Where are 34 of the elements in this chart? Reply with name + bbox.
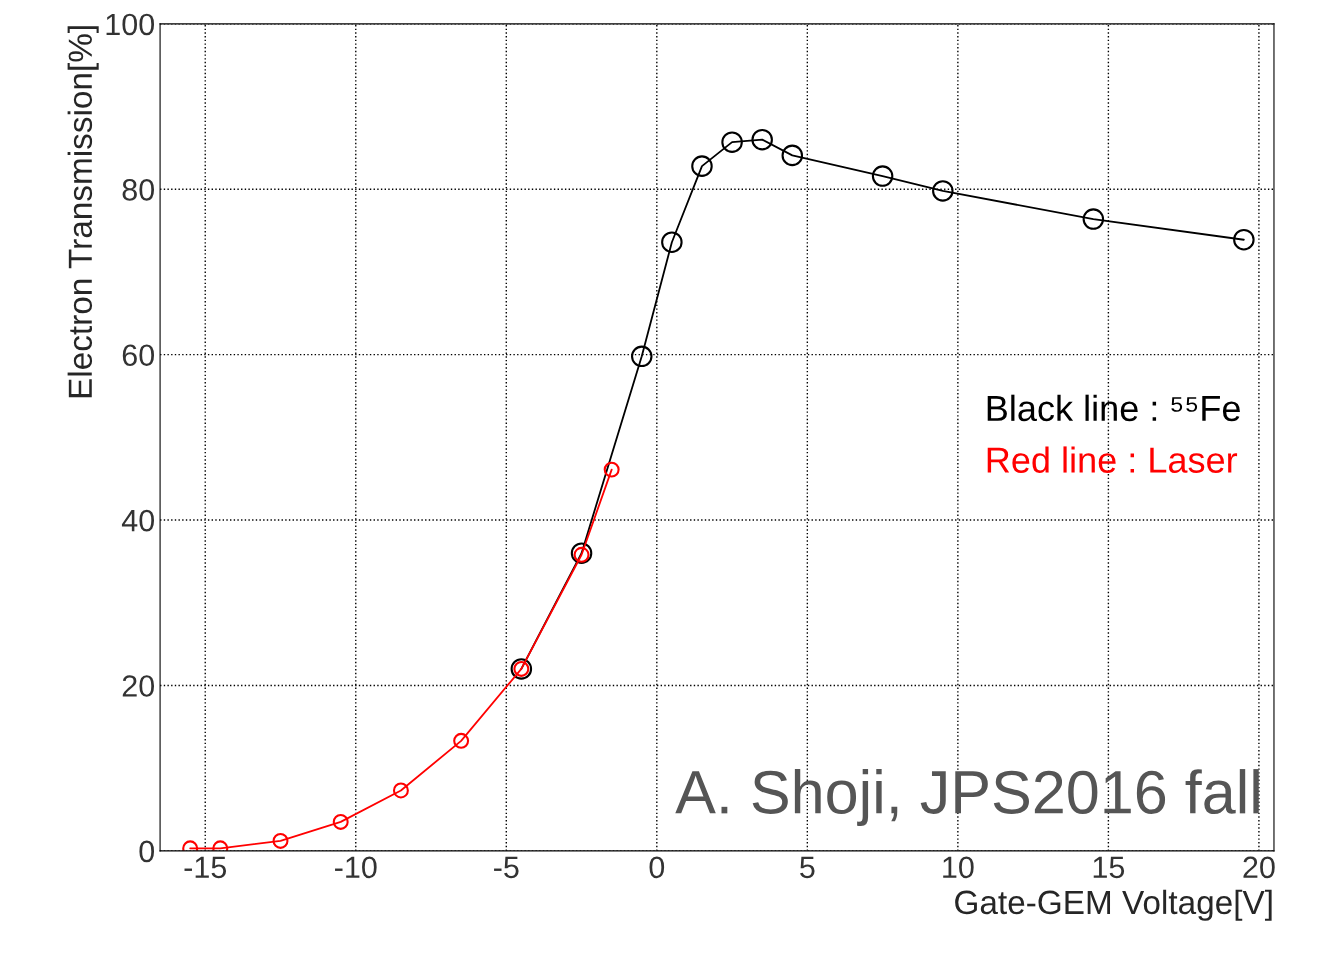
x-tick-label: 0 bbox=[649, 856, 665, 879]
point bbox=[603, 461, 620, 478]
y-tick-label: 0 bbox=[139, 840, 155, 863]
x-tick-label: 15 bbox=[1093, 856, 1125, 879]
point bbox=[691, 155, 713, 177]
point bbox=[751, 128, 773, 151]
point bbox=[392, 782, 409, 799]
y-tick-label: 40 bbox=[121, 509, 155, 532]
point bbox=[661, 231, 683, 253]
text: Black line : ⁵⁵Fe bbox=[987, 394, 1240, 422]
y-tick-label: 100 bbox=[106, 13, 155, 36]
x-tick-label: -5 bbox=[494, 856, 519, 879]
x-axis-title: Gate-GEM Voltage[V] bbox=[955, 889, 1272, 921]
x-tick-label: -15 bbox=[184, 856, 227, 879]
y-tick-label: 80 bbox=[122, 179, 155, 201]
y-tick-label: 20 bbox=[122, 675, 155, 697]
x-tick-label: 10 bbox=[943, 856, 974, 879]
x-tick-label: -10 bbox=[335, 856, 377, 879]
point bbox=[1233, 228, 1255, 251]
point bbox=[631, 345, 653, 368]
point bbox=[721, 131, 743, 153]
x-tick-label: 20 bbox=[1243, 856, 1275, 879]
point bbox=[272, 832, 289, 849]
y-axis-title: Electron Transmission[%] bbox=[67, 26, 99, 398]
x-tick-label: 5 bbox=[800, 856, 815, 879]
point bbox=[453, 732, 470, 749]
annotation: A. Shoji, JPS2016 fall bbox=[675, 769, 1259, 827]
y-tick-label: 60 bbox=[122, 344, 155, 367]
point bbox=[781, 144, 804, 167]
point bbox=[332, 813, 349, 830]
point bbox=[871, 165, 894, 187]
text: Red line : Laser bbox=[987, 446, 1238, 473]
point bbox=[932, 180, 954, 202]
point bbox=[1082, 208, 1105, 230]
